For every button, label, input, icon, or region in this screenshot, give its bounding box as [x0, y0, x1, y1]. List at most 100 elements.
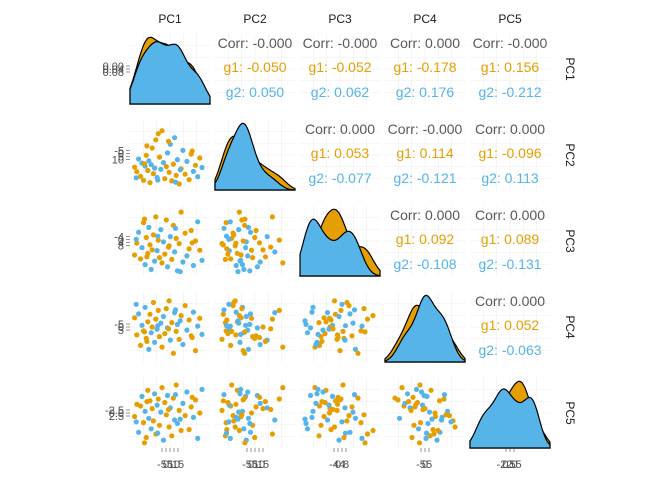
scatter-point: [310, 408, 316, 414]
scatter-point: [227, 323, 233, 329]
scatter-point: [236, 209, 242, 215]
y-tick-label: -5: [114, 319, 124, 331]
scatter-point: [364, 431, 371, 437]
scatter-point: [230, 230, 236, 236]
scatter-point: [359, 323, 365, 329]
scatter-point: [257, 341, 263, 348]
scatter-point: [247, 429, 254, 435]
scatter-point: [302, 416, 308, 422]
scatter-point: [240, 348, 246, 354]
scatter-point: [225, 399, 231, 406]
scatter-point: [252, 434, 258, 441]
scatter-point: [254, 325, 260, 331]
scatter-point: [240, 397, 246, 403]
scatter-point: [276, 396, 282, 402]
panel-pc5-pc2: [215, 378, 295, 448]
scatter-point: [148, 330, 154, 336]
scatter-point: [170, 161, 176, 167]
scatter-point: [247, 268, 253, 274]
scatter-point: [336, 437, 342, 443]
scatter-point: [177, 269, 183, 275]
scatter-point: [346, 413, 352, 419]
scatter-point: [309, 414, 315, 420]
x-tick-label: 4: [339, 459, 345, 471]
corr-g1: g1: 0.156: [481, 59, 540, 75]
scatter-point: [182, 303, 188, 309]
corr-g1: g1: 0.092: [396, 231, 455, 247]
scatter-point: [152, 258, 158, 264]
scatter-point: [188, 227, 194, 234]
x-tick-label: 2.5: [506, 459, 521, 471]
scatter-point: [189, 334, 195, 341]
scatter-point: [166, 298, 172, 304]
scatter-point: [180, 341, 186, 348]
corr-overall: Corr: -0.000: [388, 121, 463, 137]
corr-g2: g2: -0.063: [478, 342, 541, 358]
scatter-point: [178, 427, 184, 434]
scatter-point: [268, 244, 274, 250]
scatter-point: [426, 409, 433, 415]
scatter-point: [163, 217, 169, 223]
scatter-point: [240, 238, 246, 244]
x-tick-label: 0: [335, 459, 341, 471]
scatter-point: [223, 430, 230, 436]
scatter-point: [227, 435, 233, 441]
x-tick-label: 0: [248, 459, 254, 471]
scatter-point: [233, 309, 239, 315]
scatter-point: [340, 328, 346, 334]
scatter-point: [148, 162, 154, 168]
scatter-point: [159, 128, 165, 134]
scatter-point: [142, 262, 148, 268]
scatter-point: [226, 419, 232, 425]
scatter-point: [219, 336, 225, 342]
scatter-point: [358, 420, 364, 426]
scatter-point: [448, 419, 454, 425]
scatter-point: [339, 419, 345, 425]
scatter-point: [269, 431, 275, 437]
row-strip-pc3: PC3: [563, 229, 577, 253]
scatter-point: [245, 346, 251, 352]
scatter-point: [248, 247, 255, 253]
panel-pc1-pc4: Corr: 0.000 g1: -0.178 g2: 0.176: [385, 34, 465, 104]
scatter-point: [149, 247, 155, 253]
panel-pc4-pc5: Corr: 0.000 g1: 0.052 g2: -0.063: [470, 292, 550, 362]
scatter-point: [260, 406, 266, 412]
scatter-point: [144, 399, 150, 405]
panel-pc3-pc4: Corr: 0.000 g1: 0.092 g2: -0.108: [385, 206, 465, 276]
scatter-point: [177, 167, 183, 173]
x-tick-label: 10: [168, 459, 180, 471]
scatter-point: [186, 246, 192, 252]
panel-pc2-pc5: Corr: 0.000 g1: -0.096 g2: 0.113: [470, 120, 550, 190]
scatter-point: [414, 399, 421, 406]
scatter-point: [162, 176, 168, 182]
scatter-point: [416, 440, 423, 446]
corr-g1: g1: -0.178: [393, 59, 456, 75]
scatter-point: [190, 168, 196, 174]
scatter-point: [335, 394, 341, 400]
scatter-point: [197, 247, 203, 253]
scatter-point: [195, 435, 201, 441]
scatter-point: [141, 329, 148, 335]
scatter-point: [221, 225, 227, 231]
scatter-point: [164, 264, 171, 270]
scatter-point: [321, 413, 327, 420]
scatter-point: [420, 406, 426, 413]
scatter-point: [408, 407, 414, 413]
scatter-point: [167, 234, 173, 240]
scatter-point: [158, 166, 164, 172]
scatter-point: [328, 427, 334, 433]
scatter-point: [236, 227, 242, 233]
scatter-point: [155, 430, 161, 436]
scatter-point: [351, 392, 358, 398]
scatter-point: [395, 397, 401, 403]
scatter-point: [268, 406, 274, 413]
scatter-point: [313, 341, 319, 348]
scatter-point: [232, 298, 238, 304]
scatter-point: [189, 394, 195, 400]
row-strip-pc5: PC5: [563, 401, 577, 425]
y-tick-label: -5: [114, 146, 124, 158]
scatter-point: [155, 177, 161, 183]
scatter-point: [152, 339, 158, 345]
scatter-point: [145, 319, 151, 325]
scatter-point: [163, 164, 169, 170]
